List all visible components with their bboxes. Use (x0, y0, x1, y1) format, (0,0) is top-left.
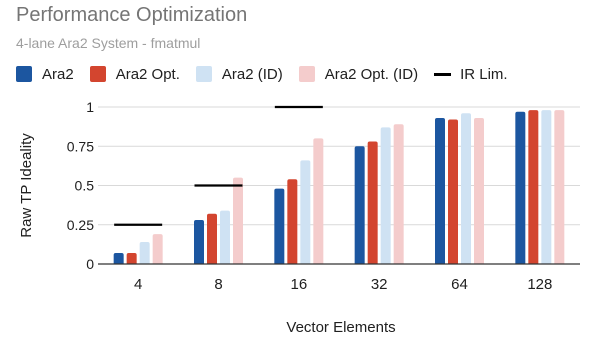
legend-item-ara2-opt-id: Ara2 Opt. (ID) (298, 65, 419, 83)
bar-ara2-opt-128 (528, 110, 539, 264)
bar-ara2-opt-id-8 (233, 177, 243, 264)
legend-label-ara2-opt-id: Ara2 Opt. (ID) (324, 65, 419, 83)
x-tick-label: 128 (527, 276, 552, 293)
x-tick-labels: 4 8 16 32 64 128 (134, 276, 552, 293)
legend-swatch-ara2 (16, 66, 32, 82)
bar-ara2-opt-id-32 (393, 124, 404, 265)
y-tick-labels: 0 0.25 0.5 0.75 1 (67, 99, 94, 272)
bar-ara2-id-16 (300, 160, 311, 264)
y-tick-label: 0.25 (67, 217, 94, 233)
bar-ara2-id-32 (380, 127, 391, 264)
legend-label-ara2: Ara2 (42, 65, 74, 83)
bar-ara2-id-4 (139, 242, 150, 264)
bar-ara2-id-128 (541, 110, 552, 264)
bar-group (113, 110, 565, 265)
bar-ara2-16 (274, 188, 285, 264)
legend-swatch-ara2-opt-id (298, 66, 315, 82)
y-tick-label: 1 (86, 99, 94, 115)
bar-ara2-opt-id-16 (313, 138, 324, 264)
x-tick-label: 8 (214, 276, 222, 293)
x-axis-label: Vector Elements (286, 319, 395, 336)
bar-ara2-opt-id-4 (152, 234, 163, 264)
y-tick-label: 0.75 (67, 138, 94, 154)
y-axis-label: Raw TP Ideality (18, 133, 35, 238)
x-tick-label: 4 (134, 276, 142, 293)
bar-ara2-8 (194, 220, 204, 264)
chart-title: Performance Optimization (16, 4, 248, 26)
legend-item-ara2-opt: Ara2 Opt. (89, 65, 180, 83)
limit-lines (114, 105, 323, 226)
bar-ara2-opt-32 (367, 141, 378, 264)
y-tick-label: 0 (86, 256, 94, 272)
bar-ara2-32 (354, 146, 365, 264)
bar-ara2-opt-4 (126, 253, 137, 264)
chart-legend: Ara2 Ara2 Opt. Ara2 (ID) Ara2 Opt. (ID) … (16, 63, 524, 85)
bar-ara2-opt-id-64 (474, 117, 484, 265)
bar-ara2-id-8 (220, 210, 230, 264)
legend-label-ara2-id: Ara2 (ID) (221, 65, 283, 83)
legend-swatch-ara2-id (195, 66, 212, 82)
bar-ara2-opt-id-128 (554, 110, 565, 264)
bar-ara2-opt-8 (207, 213, 217, 264)
x-tick-label: 64 (451, 276, 468, 293)
x-tick-label: 32 (371, 276, 388, 293)
x-tick-label: 16 (290, 276, 307, 293)
legend-label-ir-lim: IR Lim. (460, 65, 508, 83)
legend-label-ara2-opt: Ara2 Opt. (115, 65, 180, 83)
legend-item-ir-lim: IR Lim. (434, 66, 508, 83)
bar-ara2-4 (113, 253, 124, 264)
legend-swatch-ara2-opt (89, 66, 106, 82)
bar-ara2-64 (435, 117, 445, 265)
bar-ara2-opt-64 (448, 119, 458, 264)
legend-line-ir-lim (434, 72, 452, 76)
chart-subtitle: 4-lane Ara2 System - fmatmul (16, 35, 201, 51)
bar-ara2-opt-16 (287, 179, 298, 264)
legend-item-ara2-id: Ara2 (ID) (195, 65, 283, 83)
legend-item-ara2: Ara2 (16, 66, 74, 83)
y-tick-label: 0.5 (75, 178, 95, 194)
grid-lines (98, 106, 580, 226)
bar-ara2-128 (515, 111, 526, 265)
bar-ara2-id-64 (461, 113, 471, 264)
